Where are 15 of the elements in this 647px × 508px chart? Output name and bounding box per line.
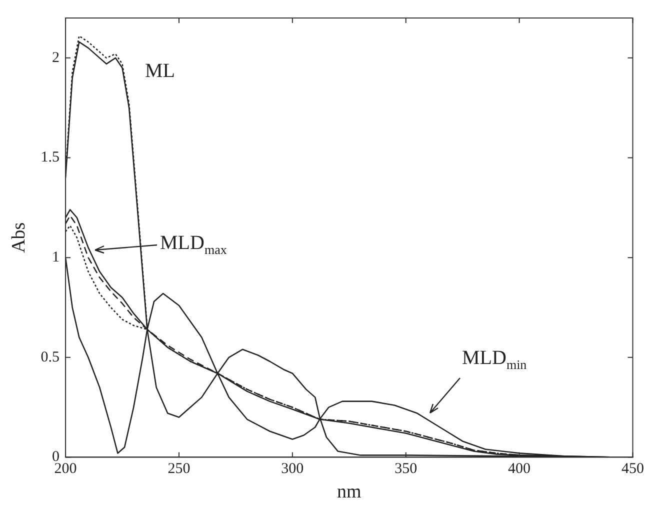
x-tick-label: 400 xyxy=(508,461,531,478)
x-tick-label: 450 xyxy=(622,461,644,478)
annotation: ML xyxy=(145,60,175,83)
annotation: MLD$_{min}$ xyxy=(462,347,527,373)
x-tick-label: 300 xyxy=(281,461,304,478)
x-tick-label: 200 xyxy=(54,461,77,478)
y-axis-title: Abs xyxy=(8,222,30,253)
y-tick-label: 1 xyxy=(52,250,60,266)
x-tick-label: 250 xyxy=(168,461,190,478)
x-axis-title: nm xyxy=(337,482,362,503)
annotation: MLD$_{max}$ xyxy=(160,232,227,258)
y-tick-label: 0.5 xyxy=(40,349,60,366)
x-tick-label: 350 xyxy=(394,461,418,478)
y-tick-label: 1.5 xyxy=(40,150,60,166)
y-tick-label: 2 xyxy=(52,50,60,66)
